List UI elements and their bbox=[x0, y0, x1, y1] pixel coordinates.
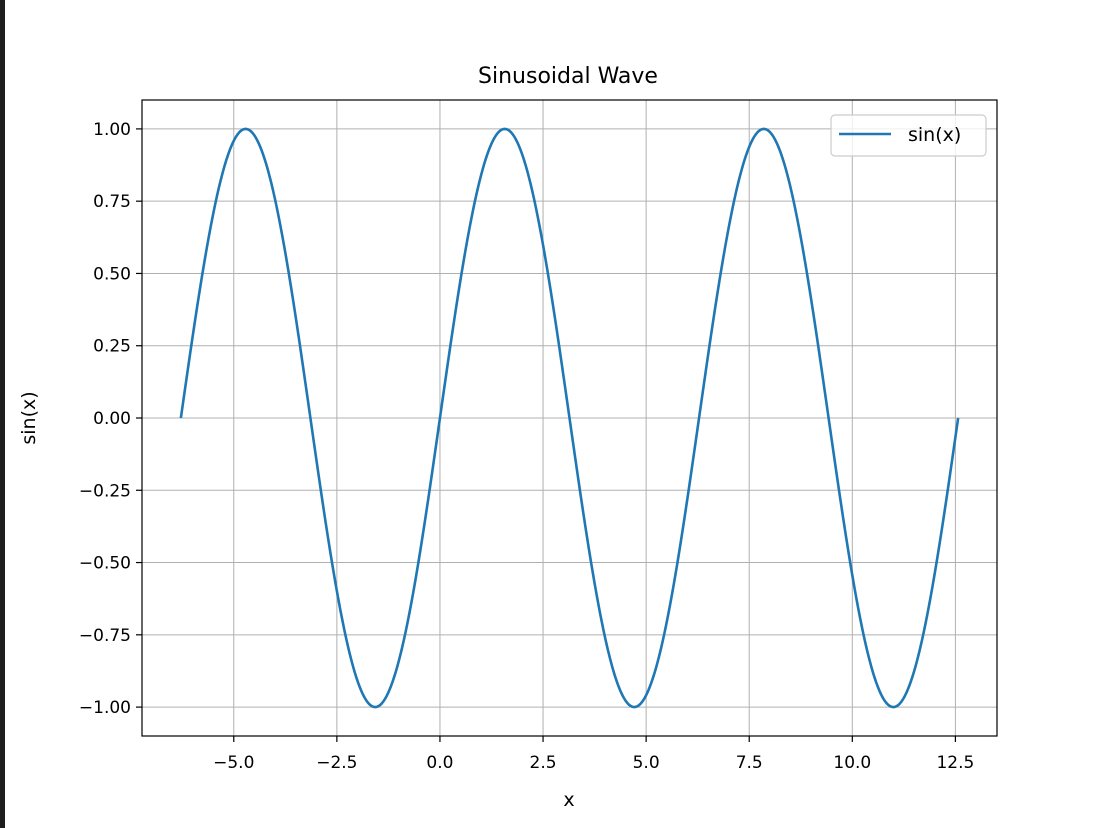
figure-window: Sinusoidal Wave −5.0 −2.5 0.0 2.5 5.0 7.5 10.0… bbox=[5, 0, 1108, 828]
figure: Sinusoidal Wave −5.0 −2.5 0.0 2.5 5.0 7.5 10.0… bbox=[18, 64, 998, 811]
y-tick-label: −0.75 bbox=[79, 626, 131, 646]
x-axis-label: x bbox=[563, 789, 574, 811]
y-tick-label: 0.75 bbox=[93, 192, 131, 212]
y-tick-label: −1.00 bbox=[79, 698, 131, 718]
y-tick-label: 0.50 bbox=[93, 264, 131, 284]
y-axis-label: sin(x) bbox=[18, 391, 40, 444]
y-tick-label: 0.00 bbox=[93, 409, 131, 429]
y-tick-label: 0.25 bbox=[93, 337, 131, 357]
legend: sin(x) bbox=[830, 114, 987, 157]
x-tick-label: −2.5 bbox=[316, 753, 357, 773]
x-tick-label: 10.0 bbox=[833, 753, 871, 773]
series-line-sin-x bbox=[179, 127, 960, 709]
y-tick-label: −0.50 bbox=[79, 554, 131, 574]
x-tick-label: 7.5 bbox=[736, 753, 763, 773]
chart-title: Sinusoidal Wave bbox=[478, 64, 658, 89]
x-tick-label: 5.0 bbox=[633, 753, 660, 773]
x-axis-ticks: −5.0 −2.5 0.0 2.5 5.0 7.5 10.0 12.5 bbox=[213, 736, 974, 773]
legend-label-sin-x: sin(x) bbox=[908, 124, 961, 146]
x-tick-label: 0.0 bbox=[426, 753, 453, 773]
y-axis-ticks: 1.00 0.75 0.50 0.25 0.00 −0.25 −0.50 −0.75 −1.00 bbox=[79, 120, 142, 718]
x-tick-label: 12.5 bbox=[936, 753, 974, 773]
grid-lines bbox=[142, 100, 997, 736]
y-tick-label: −0.25 bbox=[79, 481, 131, 501]
legend-box bbox=[830, 114, 987, 157]
plot-area bbox=[141, 99, 998, 737]
y-tick-label: 1.00 bbox=[93, 120, 131, 140]
x-tick-label: 2.5 bbox=[530, 753, 557, 773]
x-tick-label: −5.0 bbox=[213, 753, 254, 773]
